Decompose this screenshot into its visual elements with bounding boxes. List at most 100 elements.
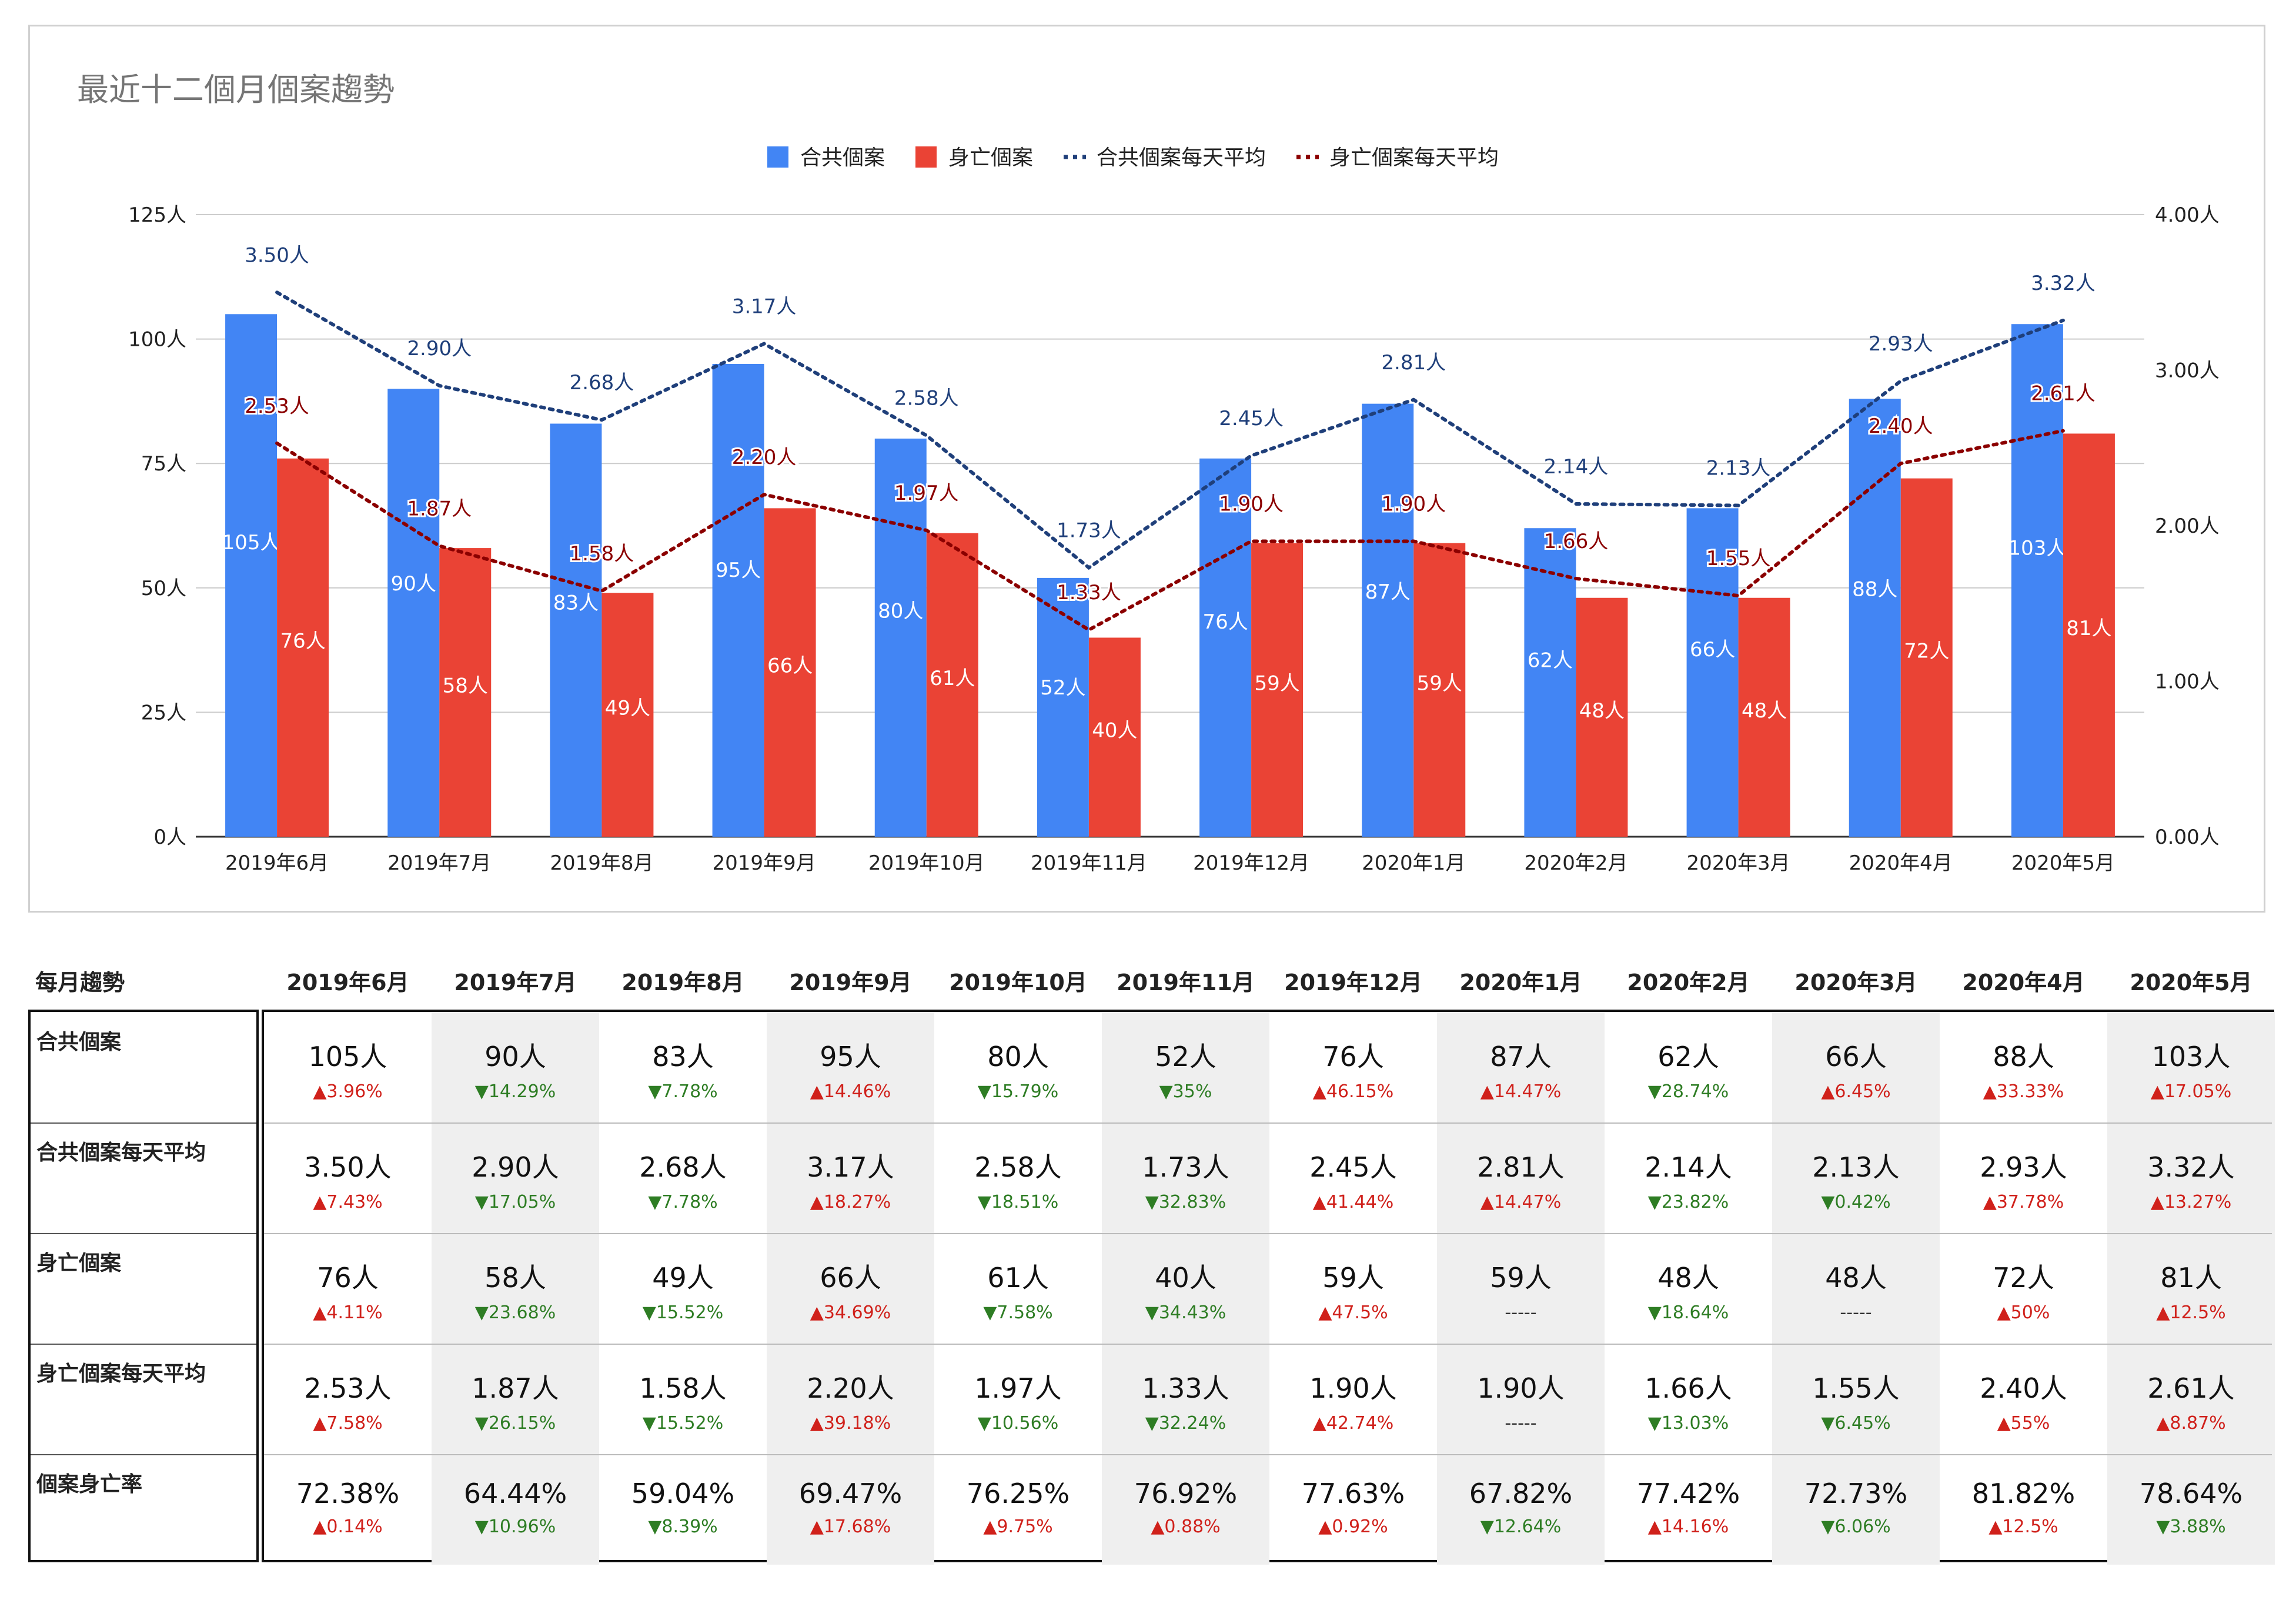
table-cell: 1.73人 ▼32.83% xyxy=(1102,1122,1269,1233)
cell-value: 3.17人 xyxy=(807,1151,894,1183)
cell-change: ▲42.74% xyxy=(1312,1413,1394,1434)
death-cases-label: 59人 xyxy=(1417,671,1462,695)
total-avg-label: 2.93人 xyxy=(1869,332,1933,356)
total-cases-bar xyxy=(1362,403,1414,837)
cell-change: ▼26.15% xyxy=(474,1413,556,1434)
cell-value: 105人 xyxy=(308,1041,387,1073)
cell-value: 1.90人 xyxy=(1309,1372,1397,1404)
table-cell: 76人 ▲46.15% xyxy=(1269,1012,1437,1122)
cell-change: ▼7.58% xyxy=(983,1302,1053,1323)
value-grid: 105人 ▲3.96% 90人 ▼14.29% 83人 ▼7.78% 95人 ▲14.46% 8… xyxy=(262,1010,2275,1565)
cell-change: ▼15.52% xyxy=(642,1413,724,1434)
death-avg-line xyxy=(275,429,2065,632)
death-cases-label: 48人 xyxy=(1579,699,1625,723)
cell-value: 2.81人 xyxy=(1477,1151,1565,1183)
death-cases-bar xyxy=(2063,433,2115,837)
total-cases-bar xyxy=(874,438,927,837)
table-cell: 81.82% ▲12.5% xyxy=(1940,1454,2107,1565)
cell-change: ▲17.05% xyxy=(2150,1081,2232,1102)
table-cell: 69.47% ▲17.68% xyxy=(767,1454,934,1565)
total-cases-label: 83人 xyxy=(553,592,599,615)
x-tick-label: 2020年3月 xyxy=(1686,851,1790,875)
total-avg-label: 2.13人 xyxy=(1706,457,1771,480)
table-cell: 48人 ----- xyxy=(1772,1233,1940,1344)
cell-change: ▼8.39% xyxy=(648,1516,718,1537)
total-cases-bar xyxy=(225,314,278,837)
table-cell: 2.68人 ▼7.78% xyxy=(599,1122,767,1233)
cell-value: 2.61人 xyxy=(2147,1372,2235,1404)
combo-chart: 最近十二個月個案趨勢 0人 25人 50人 75人 100人 125人 0.00人 1.00人 2… xyxy=(77,71,2220,875)
row-label: 合共個案 xyxy=(36,1030,122,1054)
cell-value: 1.66人 xyxy=(1645,1372,1732,1404)
table-cell: 3.32人 ▲13.27% xyxy=(2107,1122,2275,1233)
x-tick-label: 2019年9月 xyxy=(712,851,816,875)
table-cell: 72.38% ▲0.14% xyxy=(264,1454,432,1565)
table-cell: 1.33人 ▼32.24% xyxy=(1102,1344,1269,1454)
table-cell: 1.90人 ----- xyxy=(1437,1344,1605,1454)
total-avg-label: 2.68人 xyxy=(570,371,634,395)
right-tick-label: 4.00人 xyxy=(2155,203,2220,227)
table-cell: 2.90人 ▼17.05% xyxy=(432,1122,599,1233)
cell-value: 87人 xyxy=(1490,1041,1552,1073)
month-header: 2020年2月 xyxy=(1627,970,1750,995)
right-tick-label: 1.00人 xyxy=(2155,670,2220,694)
cell-value: 76人 xyxy=(317,1262,379,1294)
cell-value: 76.92% xyxy=(1134,1478,1238,1509)
total-cases-label: 103人 xyxy=(2008,537,2066,560)
cell-change: ▼12.64% xyxy=(1480,1516,1562,1537)
total-cases-bar xyxy=(550,423,602,837)
table-cell: 67.82% ▼12.64% xyxy=(1437,1454,1605,1565)
death-avg-label: 2.40人 xyxy=(1869,415,1933,438)
cell-change: ▼32.83% xyxy=(1145,1192,1226,1212)
chart-title: 最近十二個月個案趨勢 xyxy=(77,71,395,108)
cell-change: ----- xyxy=(1505,1302,1537,1323)
cell-value: 1.90人 xyxy=(1477,1372,1565,1404)
cell-change: ▲13.27% xyxy=(2150,1192,2232,1212)
total-cases-label: 62人 xyxy=(1528,649,1573,672)
death-avg-label: 1.33人 xyxy=(1057,581,1121,604)
cell-change: ▼23.82% xyxy=(1647,1192,1729,1212)
death-avg-label: 1.55人 xyxy=(1706,547,1771,570)
left-tick-label: 100人 xyxy=(128,328,186,352)
row-label: 身亡個案每天平均 xyxy=(36,1362,206,1386)
table-cell: 76人 ▲4.11% xyxy=(264,1233,432,1344)
table-cell: 83人 ▼7.78% xyxy=(599,1012,767,1122)
table-cell: 78.64% ▼3.88% xyxy=(2107,1454,2275,1565)
cell-change: ▲14.16% xyxy=(1647,1516,1729,1537)
table-cell: 58人 ▼23.68% xyxy=(432,1233,599,1344)
cell-value: 3.32人 xyxy=(2147,1151,2235,1183)
cell-value: 59人 xyxy=(1490,1262,1552,1294)
cell-change: ▼34.43% xyxy=(1145,1302,1226,1323)
month-header: 2019年9月 xyxy=(789,970,912,995)
cell-change: ▲33.33% xyxy=(1983,1081,2064,1102)
cell-change: ▲17.68% xyxy=(810,1516,891,1537)
table-cell: 66人 ▲6.45% xyxy=(1772,1012,1940,1122)
cell-value: 64.44% xyxy=(463,1478,567,1509)
cell-change: ▲55% xyxy=(1997,1413,2050,1434)
cell-change: ▼18.64% xyxy=(1647,1302,1729,1323)
cell-change: ▲7.58% xyxy=(313,1413,383,1434)
death-cases-bar xyxy=(601,593,654,837)
x-tick-label: 2019年12月 xyxy=(1193,851,1309,875)
row-divider xyxy=(264,1122,2272,1124)
table-cell: 72人 ▲50% xyxy=(1940,1233,2107,1344)
table-cell: 2.58人 ▼18.51% xyxy=(934,1122,1102,1233)
cell-change: ▼7.78% xyxy=(648,1192,718,1212)
table-cell: 76.25% ▲9.75% xyxy=(934,1454,1102,1565)
legend-label: 身亡個案每天平均 xyxy=(1329,146,1499,170)
x-tick-label: 2020年1月 xyxy=(1362,851,1465,875)
total-cases-bar xyxy=(1524,528,1576,837)
cell-change: ▲3.96% xyxy=(313,1081,383,1102)
cell-change: ▼3.88% xyxy=(2156,1516,2226,1537)
left-tick-label: 25人 xyxy=(141,701,186,724)
total-cases-label: 52人 xyxy=(1040,676,1085,700)
cell-value: 2.53人 xyxy=(304,1372,392,1404)
table-cell: 59人 ▲47.5% xyxy=(1269,1233,1437,1344)
cell-value: 2.14人 xyxy=(1645,1151,1732,1183)
cell-value: 2.13人 xyxy=(1812,1151,1900,1183)
cell-change: ▼32.24% xyxy=(1145,1413,1226,1434)
total-avg-label: 2.14人 xyxy=(1544,455,1609,479)
cell-value: 48人 xyxy=(1825,1262,1887,1294)
death-cases-label: 76人 xyxy=(280,629,325,653)
table-cell: 2.53人 ▲7.58% xyxy=(264,1344,432,1454)
